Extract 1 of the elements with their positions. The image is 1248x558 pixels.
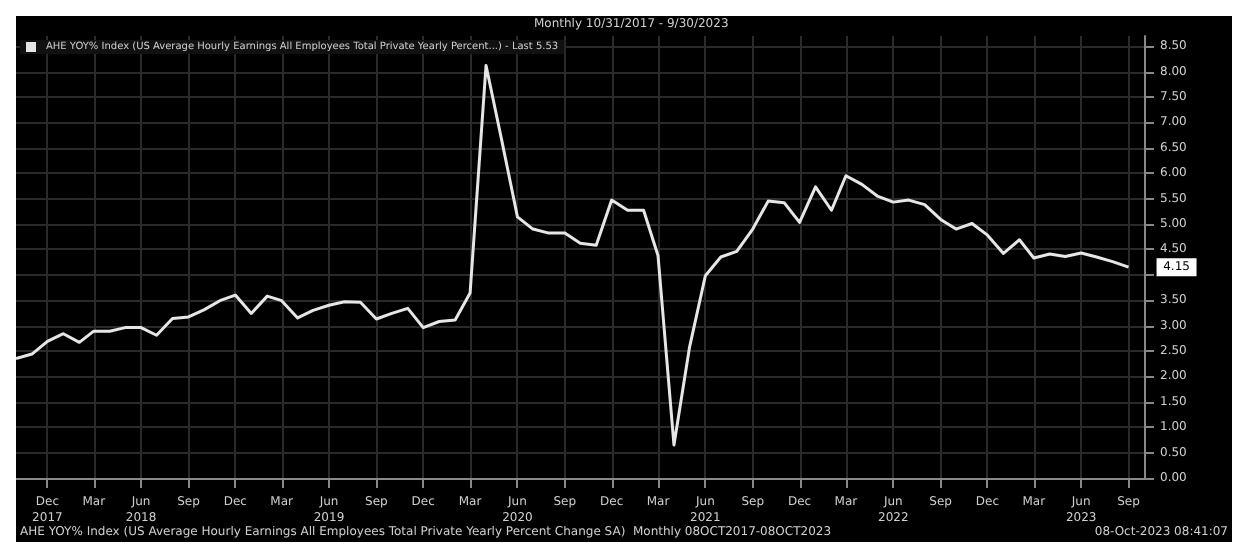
line-series: [16, 63, 1131, 447]
